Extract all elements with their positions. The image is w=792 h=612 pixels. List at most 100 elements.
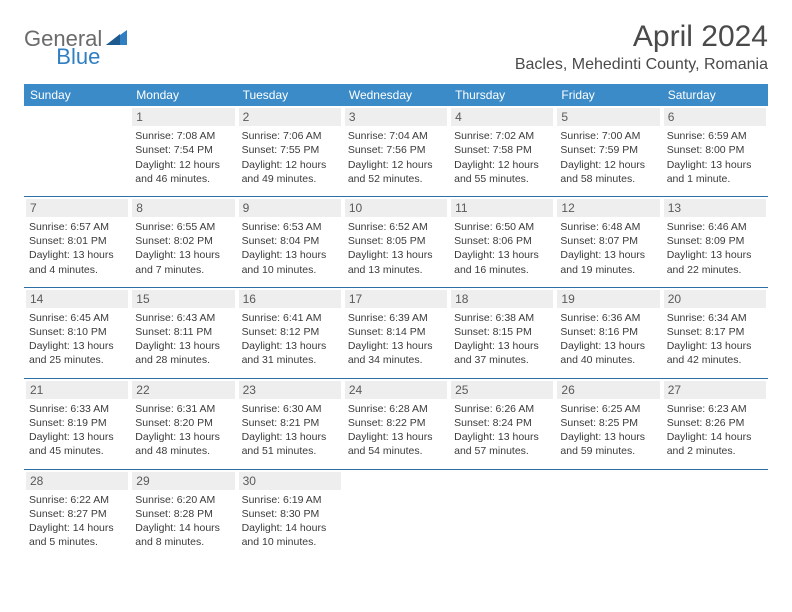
day-info-line: Sunrise: 6:41 AM xyxy=(242,311,338,325)
day-info-line: and 10 minutes. xyxy=(242,535,338,549)
day-info-line: Sunrise: 6:38 AM xyxy=(454,311,550,325)
day-info-line: Sunset: 8:04 PM xyxy=(242,234,338,248)
day-info-line: Daylight: 14 hours xyxy=(29,521,125,535)
day-info-line: and 52 minutes. xyxy=(348,172,444,186)
day-info-line: Daylight: 13 hours xyxy=(242,248,338,262)
day-info-line: and 34 minutes. xyxy=(348,353,444,367)
day-info-line: Sunset: 8:11 PM xyxy=(135,325,231,339)
day-info-line: and 48 minutes. xyxy=(135,444,231,458)
calendar-day-cell: 27Sunrise: 6:23 AMSunset: 8:26 PMDayligh… xyxy=(662,378,768,469)
day-info-line: and 5 minutes. xyxy=(29,535,125,549)
calendar-day-cell: 12Sunrise: 6:48 AMSunset: 8:07 PMDayligh… xyxy=(555,196,661,287)
calendar-day-cell: 19Sunrise: 6:36 AMSunset: 8:16 PMDayligh… xyxy=(555,287,661,378)
day-number: 16 xyxy=(239,290,341,308)
title-block: April 2024 Bacles, Mehedinti County, Rom… xyxy=(515,20,768,74)
calendar-table: SundayMondayTuesdayWednesdayThursdayFrid… xyxy=(24,84,768,559)
day-info-line: and 19 minutes. xyxy=(560,263,656,277)
calendar-day-cell: 22Sunrise: 6:31 AMSunset: 8:20 PMDayligh… xyxy=(130,378,236,469)
day-info-line: Daylight: 13 hours xyxy=(348,430,444,444)
day-info-line: Sunrise: 6:45 AM xyxy=(29,311,125,325)
day-number: 20 xyxy=(664,290,766,308)
day-info-line: Sunrise: 6:50 AM xyxy=(454,220,550,234)
day-info-line: Sunrise: 6:20 AM xyxy=(135,493,231,507)
day-info-line: Sunrise: 6:52 AM xyxy=(348,220,444,234)
day-info-line: and 45 minutes. xyxy=(29,444,125,458)
day-number: 27 xyxy=(664,381,766,399)
calendar-day-cell: . xyxy=(662,469,768,559)
day-info-line: Sunset: 8:28 PM xyxy=(135,507,231,521)
brand-triangle-icon xyxy=(106,28,128,51)
brand-part2: Blue xyxy=(56,44,100,70)
day-info-line: and 2 minutes. xyxy=(667,444,763,458)
day-info-line: Sunset: 7:55 PM xyxy=(242,143,338,157)
weekday-header: Tuesday xyxy=(237,84,343,106)
calendar-day-cell: 30Sunrise: 6:19 AMSunset: 8:30 PMDayligh… xyxy=(237,469,343,559)
day-number: 21 xyxy=(26,381,128,399)
weekday-header: Saturday xyxy=(662,84,768,106)
calendar-day-cell: 17Sunrise: 6:39 AMSunset: 8:14 PMDayligh… xyxy=(343,287,449,378)
day-info-line: Daylight: 13 hours xyxy=(348,339,444,353)
day-number: 4 xyxy=(451,108,553,126)
day-number: 8 xyxy=(132,199,234,217)
day-info-line: Sunset: 8:24 PM xyxy=(454,416,550,430)
day-info-line: Daylight: 13 hours xyxy=(667,158,763,172)
page-header: General Blue April 2024 Bacles, Mehedint… xyxy=(24,20,768,74)
day-number: 3 xyxy=(345,108,447,126)
day-number: 6 xyxy=(664,108,766,126)
day-info-line: and 40 minutes. xyxy=(560,353,656,367)
calendar-week-row: 7Sunrise: 6:57 AMSunset: 8:01 PMDaylight… xyxy=(24,196,768,287)
day-info-line: Sunset: 8:21 PM xyxy=(242,416,338,430)
day-info-line: and 42 minutes. xyxy=(667,353,763,367)
day-info-line: and 37 minutes. xyxy=(454,353,550,367)
day-info-line: Sunrise: 7:08 AM xyxy=(135,129,231,143)
day-info-line: Sunrise: 6:53 AM xyxy=(242,220,338,234)
calendar-week-row: 14Sunrise: 6:45 AMSunset: 8:10 PMDayligh… xyxy=(24,287,768,378)
calendar-day-cell: 15Sunrise: 6:43 AMSunset: 8:11 PMDayligh… xyxy=(130,287,236,378)
day-info-line: Sunset: 8:22 PM xyxy=(348,416,444,430)
day-info-line: and 51 minutes. xyxy=(242,444,338,458)
month-title: April 2024 xyxy=(515,20,768,54)
day-info-line: and 22 minutes. xyxy=(667,263,763,277)
day-info-line: and 31 minutes. xyxy=(242,353,338,367)
calendar-day-cell: 23Sunrise: 6:30 AMSunset: 8:21 PMDayligh… xyxy=(237,378,343,469)
day-info-line: Sunset: 8:05 PM xyxy=(348,234,444,248)
day-info-line: and 8 minutes. xyxy=(135,535,231,549)
day-info-line: and 7 minutes. xyxy=(135,263,231,277)
day-info-line: Daylight: 12 hours xyxy=(348,158,444,172)
day-info-line: and 10 minutes. xyxy=(242,263,338,277)
day-number: 28 xyxy=(26,472,128,490)
day-number: 13 xyxy=(664,199,766,217)
day-number: 19 xyxy=(557,290,659,308)
calendar-day-cell: 3Sunrise: 7:04 AMSunset: 7:56 PMDaylight… xyxy=(343,106,449,196)
day-info-line: Sunset: 8:16 PM xyxy=(560,325,656,339)
day-info-line: Sunset: 8:15 PM xyxy=(454,325,550,339)
day-info-line: Sunrise: 6:34 AM xyxy=(667,311,763,325)
day-info-line: Daylight: 13 hours xyxy=(135,339,231,353)
day-number: 22 xyxy=(132,381,234,399)
day-info-line: Sunrise: 6:19 AM xyxy=(242,493,338,507)
weekday-header: Thursday xyxy=(449,84,555,106)
day-info-line: and 13 minutes. xyxy=(348,263,444,277)
calendar-day-cell: 11Sunrise: 6:50 AMSunset: 8:06 PMDayligh… xyxy=(449,196,555,287)
day-info-line: Sunset: 8:07 PM xyxy=(560,234,656,248)
day-info-line: Sunset: 8:01 PM xyxy=(29,234,125,248)
weekday-header: Wednesday xyxy=(343,84,449,106)
day-info-line: Sunset: 8:12 PM xyxy=(242,325,338,339)
day-info-line: Sunrise: 6:46 AM xyxy=(667,220,763,234)
day-info-line: Daylight: 13 hours xyxy=(242,339,338,353)
day-info-line: Daylight: 13 hours xyxy=(560,339,656,353)
calendar-day-cell: . xyxy=(449,469,555,559)
calendar-day-cell: 7Sunrise: 6:57 AMSunset: 8:01 PMDaylight… xyxy=(24,196,130,287)
calendar-day-cell: 16 Sunrise: 6:41 AMSunset: 8:12 PMDayligh… xyxy=(237,287,343,378)
weekday-header: Friday xyxy=(555,84,661,106)
day-info-line: Sunset: 8:27 PM xyxy=(29,507,125,521)
day-info-line: Sunset: 8:02 PM xyxy=(135,234,231,248)
calendar-day-cell: 2Sunrise: 7:06 AMSunset: 7:55 PMDaylight… xyxy=(237,106,343,196)
calendar-day-cell: 10Sunrise: 6:52 AMSunset: 8:05 PMDayligh… xyxy=(343,196,449,287)
day-info-line: and 57 minutes. xyxy=(454,444,550,458)
day-info-line: Daylight: 13 hours xyxy=(454,339,550,353)
calendar-week-row: 21Sunrise: 6:33 AMSunset: 8:19 PMDayligh… xyxy=(24,378,768,469)
calendar-day-cell: 9Sunrise: 6:53 AMSunset: 8:04 PMDaylight… xyxy=(237,196,343,287)
calendar-week-row: 28Sunrise: 6:22 AMSunset: 8:27 PMDayligh… xyxy=(24,469,768,559)
calendar-day-cell: 24Sunrise: 6:28 AMSunset: 8:22 PMDayligh… xyxy=(343,378,449,469)
